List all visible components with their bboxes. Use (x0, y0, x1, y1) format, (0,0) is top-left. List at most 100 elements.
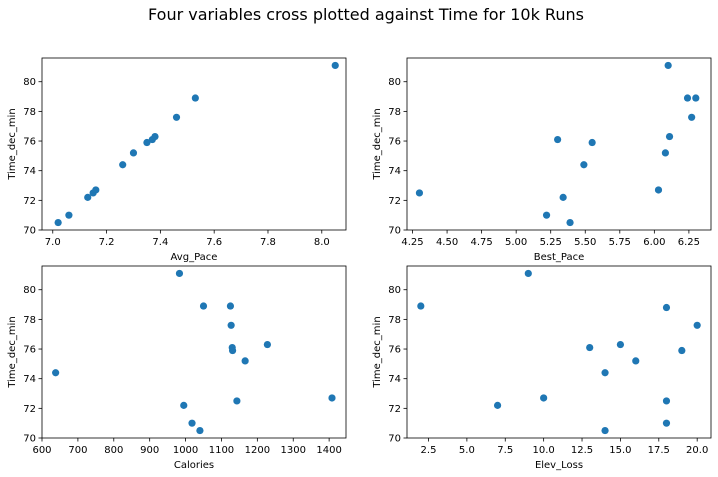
x-tick-label: 10.0 (533, 445, 555, 456)
scatter-point (175, 269, 184, 278)
scatter-point (678, 346, 686, 355)
x-axis-label: Best_Pace (534, 252, 585, 263)
y-tick-label: 70 (23, 226, 36, 237)
x-tick-label: 4.25 (401, 237, 423, 248)
scatter-point (559, 193, 567, 201)
scatter-point (228, 346, 237, 355)
scatter-point (227, 321, 235, 329)
y-tick-label: 80 (388, 77, 401, 88)
scatter-point (554, 135, 562, 144)
scatter-point (664, 61, 672, 70)
x-tick-label: 700 (68, 445, 87, 456)
x-tick-label: 800 (104, 445, 123, 456)
y-tick-label: 76 (388, 137, 401, 148)
x-tick-label: 4.75 (470, 237, 492, 248)
y-tick-label: 80 (23, 77, 36, 88)
scatter-point (662, 303, 671, 312)
scatter-point (331, 61, 339, 70)
figure-title: Four variables cross plotted against Tim… (148, 5, 584, 24)
x-tick-label: 7.5 (497, 445, 513, 456)
x-tick-label: 1100 (209, 445, 234, 456)
y-axis-label: Time_dec_min (372, 108, 383, 180)
x-tick-label: 12.5 (571, 445, 593, 456)
scatter-point (191, 94, 199, 102)
x-axis-label: Calories (174, 460, 214, 471)
x-tick-label: 7.6 (206, 237, 222, 248)
scatter-point (52, 369, 60, 377)
scatter-point (566, 218, 574, 227)
y-tick-label: 74 (23, 166, 36, 177)
axes-frame (406, 265, 712, 439)
scatter-point (233, 397, 241, 405)
scatter-point (65, 211, 73, 219)
scatter-point (226, 302, 235, 310)
y-tick-label: 78 (23, 315, 36, 326)
scatter-point (665, 132, 674, 141)
x-tick-label: 2.5 (421, 445, 437, 456)
scatter-point (54, 218, 62, 227)
scatter-point (540, 394, 548, 402)
scatter-point (84, 193, 92, 201)
scatter-point (692, 94, 700, 102)
y-tick-label: 72 (23, 404, 36, 415)
axes-frame (406, 57, 712, 231)
y-tick-label: 78 (23, 107, 36, 118)
y-axis-label: Time_dec_min (372, 316, 383, 388)
axes-frame (41, 265, 347, 439)
scatter-point (632, 357, 640, 365)
y-tick-label: 76 (23, 137, 36, 148)
scatter-point (415, 189, 424, 197)
subplot-1: 7.0 7.2 7.4 7.6 7.8 8.0 70 72 74 76 78 80 Avg_Pace Ti… (7, 57, 347, 263)
y-tick-label: 72 (388, 404, 401, 415)
scatter-point (601, 369, 609, 377)
x-axis-label: Elev_Loss (535, 460, 583, 471)
scatter-point (688, 113, 696, 121)
scatter-point (588, 138, 596, 147)
scatter-point (180, 401, 188, 409)
scatter-point (580, 161, 588, 169)
x-tick-label: 7.2 (99, 237, 115, 248)
y-tick-label: 80 (388, 285, 401, 296)
scatter-point (693, 321, 701, 329)
scatter-point (662, 397, 671, 405)
x-tick-label: 7.0 (45, 237, 61, 248)
x-tick-label: 5.0 (459, 445, 475, 456)
x-tick-label: 6.00 (643, 237, 665, 248)
scatter-point (417, 302, 425, 310)
x-tick-label: 7.8 (260, 237, 276, 248)
scatter-point (92, 186, 100, 194)
x-tick-label: 17.5 (648, 445, 670, 456)
x-tick-label: 900 (140, 445, 159, 456)
scatter-point (601, 426, 609, 435)
x-tick-label: 8.0 (314, 237, 330, 248)
x-tick-label: 1400 (316, 445, 341, 456)
x-tick-label: 1000 (173, 445, 198, 456)
scatter-point (188, 419, 196, 427)
y-tick-label: 74 (388, 374, 401, 385)
scatter-point (683, 94, 692, 102)
y-tick-label: 74 (388, 166, 401, 177)
scatter-point (661, 149, 670, 157)
scatter-point (662, 419, 671, 427)
x-tick-label: 20.0 (686, 445, 708, 456)
x-axis-label: Avg_Pace (171, 252, 218, 263)
scatter-point (493, 401, 502, 409)
y-tick-label: 78 (388, 315, 401, 326)
y-tick-label: 70 (388, 434, 401, 445)
subplot-2: 4.25 4.50 4.75 5.00 5.25 5.50 5.75 6.00 6.25 70 72… (372, 57, 712, 263)
x-tick-label: 5.50 (574, 237, 596, 248)
scatter-point (328, 394, 336, 402)
y-tick-label: 74 (23, 374, 36, 385)
y-tick-label: 72 (23, 196, 36, 207)
scatter-point (199, 302, 208, 310)
scatter-point (129, 149, 138, 157)
axes-frame (41, 57, 347, 231)
y-axis-label: Time_dec_min (7, 316, 18, 388)
y-axis-label: Time_dec_min (7, 108, 18, 180)
x-tick-label: 15.0 (609, 445, 631, 456)
y-tick-label: 78 (388, 107, 401, 118)
y-tick-label: 76 (388, 345, 401, 356)
scatter-point (143, 138, 151, 147)
scatter-point (263, 340, 271, 349)
